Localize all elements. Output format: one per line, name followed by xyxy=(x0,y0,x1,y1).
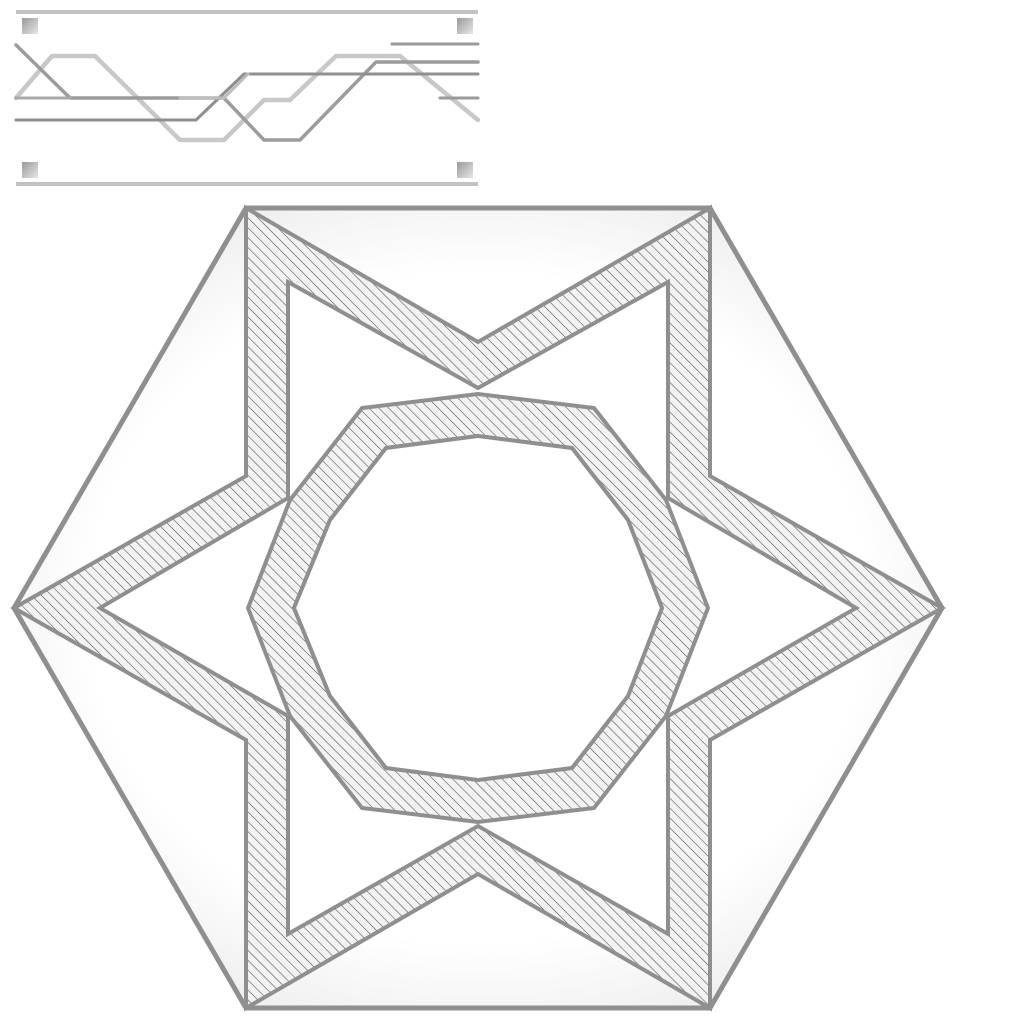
braid-strip xyxy=(13,10,481,186)
wire-2 xyxy=(14,43,480,142)
corner-square-bottom-right xyxy=(457,162,473,178)
hexagon-tile xyxy=(9,204,947,1012)
wire-3 xyxy=(14,72,480,122)
center-face xyxy=(291,433,665,783)
corner-square-top-right xyxy=(457,18,473,34)
corner-square-top-left xyxy=(22,18,38,34)
star-band xyxy=(9,204,947,1012)
corner-square-bottom-left xyxy=(22,162,38,178)
wire-5 xyxy=(178,72,250,100)
